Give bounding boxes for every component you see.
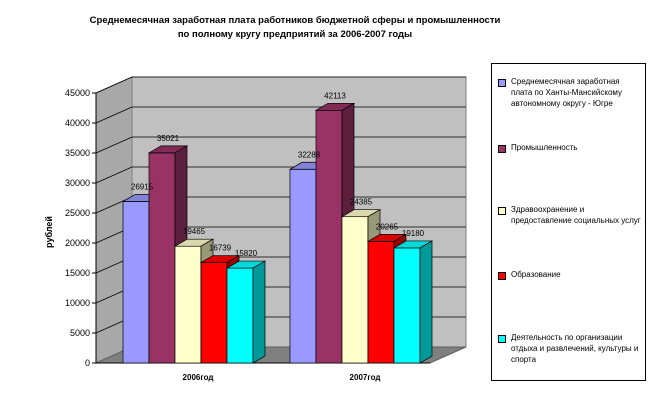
bar [174, 245, 202, 364]
y-tick-label: 30000 [65, 178, 90, 188]
data-label: 42113 [324, 91, 346, 100]
bar [341, 216, 369, 364]
chart-legend: Среднемесячная заработная плата по Ханты… [491, 63, 646, 381]
x-tick-label: 2007год [350, 373, 381, 382]
legend-swatch [498, 207, 506, 215]
y-tick-label: 10000 [65, 298, 90, 308]
legend-label: Деятельность по организации отдыха и раз… [511, 333, 639, 364]
x-tick-label: 2006год [183, 373, 214, 382]
data-label: 16739 [209, 244, 232, 253]
y-tick-label: 0 [85, 358, 90, 368]
legend-label: Здравоохранение и предоставление социаль… [511, 205, 641, 225]
chart-title-line-2: по полному кругу предприятий за 2006-200… [177, 29, 413, 40]
gridline [95, 106, 466, 124]
data-label: 15820 [235, 249, 258, 258]
data-label: 19465 [183, 227, 206, 236]
data-label: 24385 [350, 198, 373, 207]
gridline [95, 136, 466, 154]
y-tick-label: 45000 [65, 88, 90, 98]
bar [367, 241, 395, 364]
chart-title: Среднемесячная заработная плата работник… [60, 14, 530, 42]
legend-swatch [498, 272, 506, 280]
legend-swatch [498, 79, 506, 87]
y-tick-label: 20000 [65, 238, 90, 248]
data-label: 35021 [157, 134, 180, 143]
gridline [95, 76, 466, 94]
legend-label: Промышленность [511, 143, 578, 152]
chart-title-line-1: Среднемесячная заработная плата работник… [89, 15, 501, 26]
bar [315, 109, 343, 364]
bar [226, 267, 254, 364]
legend-label: Образование [511, 270, 561, 279]
legend-swatch [498, 145, 506, 153]
y-axis-label: рублей [44, 216, 54, 248]
y-tick-label: 35000 [65, 148, 90, 158]
data-label: 20265 [376, 222, 399, 231]
bar-side [252, 260, 266, 364]
gridline [95, 166, 466, 184]
y-tick-label: 25000 [65, 208, 90, 218]
data-label: 26915 [131, 183, 154, 192]
y-tick-label: 40000 [65, 118, 90, 128]
bar [289, 168, 317, 364]
bar [122, 201, 150, 364]
legend-label: Среднемесячная заработная плата по Ханты… [511, 77, 622, 108]
data-label: 32288 [298, 150, 321, 159]
y-tick-label: 5000 [70, 328, 90, 338]
bar-side [419, 240, 433, 364]
bar [200, 262, 228, 364]
bar [393, 247, 421, 364]
data-label: 19180 [402, 229, 425, 238]
legend-swatch [498, 335, 506, 343]
y-tick-label: 15000 [65, 268, 90, 278]
